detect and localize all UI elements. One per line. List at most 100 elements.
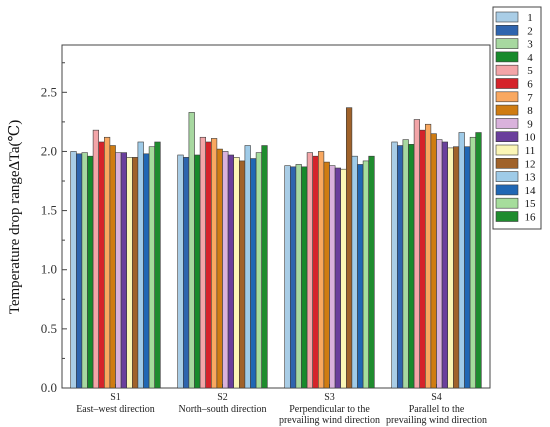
legend-label-7: 7 xyxy=(527,92,533,104)
bar-s3-series-6 xyxy=(312,155,319,389)
bar-s4-series-10 xyxy=(441,141,449,389)
bar-s4-series-11 xyxy=(447,147,454,389)
legend-swatch-10 xyxy=(495,131,519,142)
legend-swatch-2 xyxy=(495,24,519,36)
y-tick-label: 2.0 xyxy=(41,143,57,158)
x-category-description: prevailing wind direction xyxy=(279,415,380,426)
legend-label-16: 16 xyxy=(525,212,537,224)
legend-swatch-13 xyxy=(495,171,519,182)
bar-s4-series-12 xyxy=(452,146,460,389)
bar-s1-series-10 xyxy=(120,152,127,389)
bar-s3-series-13 xyxy=(351,155,358,389)
bar-s4-series-5 xyxy=(413,119,421,389)
bar-s1-series-8 xyxy=(109,145,116,389)
bar-s3-series-14 xyxy=(357,164,364,389)
legend-swatch-11 xyxy=(495,144,519,156)
legend-swatch-15 xyxy=(495,197,519,209)
bar-s4-series-4 xyxy=(408,144,415,389)
legend-swatch-12 xyxy=(495,158,519,169)
bar-s2-series-1 xyxy=(177,154,184,389)
bars-group xyxy=(70,107,482,389)
bar-s4-series-7 xyxy=(424,123,432,389)
y-tick-label: 2.5 xyxy=(41,84,57,99)
x-category-description: Parallel to the xyxy=(409,404,465,415)
bar-s4-series-9 xyxy=(436,139,443,389)
bar-s2-series-16 xyxy=(261,145,268,389)
y-tick-label: 1.5 xyxy=(41,203,57,218)
x-category-code: S1 xyxy=(110,392,121,403)
bar-s1-series-5 xyxy=(92,129,99,389)
legend-swatch-6 xyxy=(495,78,519,89)
x-category-code: S4 xyxy=(431,392,442,403)
y-axis: 0.0 0.5 1.0 1.5 2.0 2.5 xyxy=(41,62,67,395)
bar-s2-series-4 xyxy=(194,154,201,389)
bar-s4-series-16 xyxy=(475,132,482,389)
bar-s2-series-2 xyxy=(183,157,190,389)
bar-s3-series-8 xyxy=(323,161,330,389)
bar-s2-series-12 xyxy=(239,160,246,389)
bar-s3-series-2 xyxy=(289,166,297,389)
bar-s1-series-2 xyxy=(76,153,83,389)
bar-s1-series-4 xyxy=(87,155,94,389)
bar-s2-series-11 xyxy=(233,157,240,389)
legend-swatch-16 xyxy=(495,211,519,222)
x-category-description: North–south direction xyxy=(178,404,266,415)
plot-frame xyxy=(61,44,491,389)
bar-s2-series-6 xyxy=(205,141,212,389)
bar-s4-series-6 xyxy=(419,129,426,389)
legend-label-14: 14 xyxy=(525,185,537,197)
legend-label-1: 1 xyxy=(527,12,533,24)
bar-s3-series-9 xyxy=(329,165,336,389)
bar-s3-series-5 xyxy=(306,152,314,389)
legend-label-11: 11 xyxy=(525,145,536,157)
bar-s1-series-11 xyxy=(126,157,133,389)
bar-s1-series-15 xyxy=(148,146,156,389)
bar-s1-series-3 xyxy=(81,152,88,389)
legend-label-5: 5 xyxy=(527,65,533,77)
legend-label-10: 10 xyxy=(525,132,537,144)
bar-s3-series-10 xyxy=(334,167,342,389)
x-category-description: Perpendicular to the xyxy=(289,404,370,415)
bar-s2-series-10 xyxy=(227,154,235,389)
bar-s4-series-14 xyxy=(464,146,471,389)
bar-s2-series-9 xyxy=(222,151,229,389)
legend-label-9: 9 xyxy=(527,118,533,130)
bar-s2-series-15 xyxy=(255,152,263,389)
legend-label-4: 4 xyxy=(527,52,533,64)
bar-s1-series-16 xyxy=(154,141,161,389)
y-tick-label: 0.0 xyxy=(41,380,57,395)
legend-label-12: 12 xyxy=(525,158,536,170)
bar-s4-series-1 xyxy=(391,141,398,389)
legend-label-8: 8 xyxy=(527,105,533,117)
bar-s2-series-13 xyxy=(244,145,251,389)
legend-swatch-14 xyxy=(495,184,519,196)
legend-swatch-4 xyxy=(495,51,519,63)
y-axis-label: Temperature drop range∆Ta(℃) xyxy=(7,120,23,315)
bar-s3-series-3 xyxy=(295,164,302,389)
legend-swatch-3 xyxy=(495,38,519,49)
bar-s2-series-5 xyxy=(199,136,207,389)
bar-s4-series-13 xyxy=(458,132,465,389)
bar-s3-series-12 xyxy=(345,107,353,389)
legend-swatch-9 xyxy=(495,118,519,129)
y-tick-label: 1.0 xyxy=(41,262,57,277)
legend-swatch-1 xyxy=(495,11,519,23)
x-category-code: S2 xyxy=(217,392,228,403)
legend-label-13: 13 xyxy=(525,172,537,184)
legend-swatch-5 xyxy=(495,64,519,76)
bar-s3-series-1 xyxy=(284,165,291,389)
bar-s1-series-14 xyxy=(143,153,150,389)
bar-s2-series-3 xyxy=(188,112,195,389)
legend-label-6: 6 xyxy=(527,79,533,91)
x-category-description: prevailing wind direction xyxy=(386,415,487,426)
bar-s2-series-8 xyxy=(216,148,223,389)
bar-s4-series-2 xyxy=(396,145,404,389)
bar-s4-series-3 xyxy=(402,139,409,389)
bar-s1-series-9 xyxy=(115,152,122,389)
bar-s3-series-15 xyxy=(362,160,370,389)
plot-area xyxy=(61,44,491,389)
bar-s3-series-16 xyxy=(368,155,375,389)
